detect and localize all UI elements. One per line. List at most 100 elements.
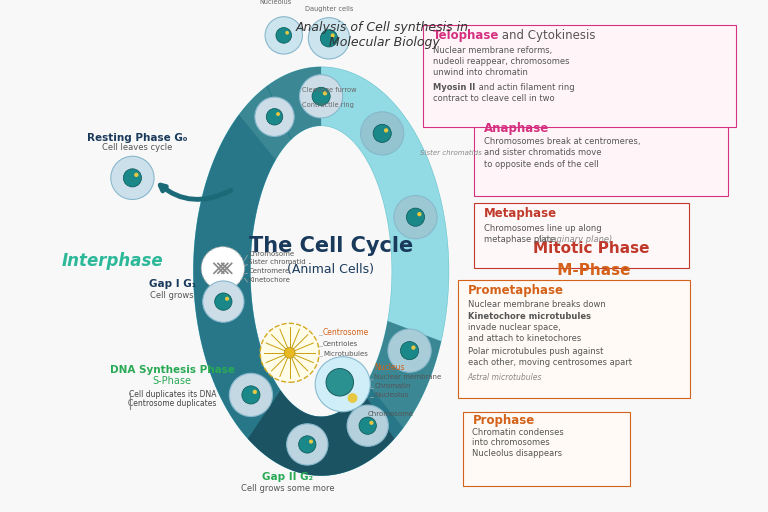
Circle shape: [323, 91, 327, 95]
Text: Kinetochore: Kinetochore: [248, 277, 290, 283]
Text: and sister chromatids move: and sister chromatids move: [485, 148, 602, 157]
Polygon shape: [194, 115, 403, 476]
Text: DNA Synthesis Phase: DNA Synthesis Phase: [110, 365, 235, 375]
Text: Metaphase: Metaphase: [485, 207, 558, 220]
Circle shape: [315, 357, 370, 412]
Text: each other, moving centrosomes apart: each other, moving centrosomes apart: [468, 357, 631, 367]
Text: Polar microtubules push against: Polar microtubules push against: [468, 347, 603, 356]
Text: Microtubules: Microtubules: [323, 351, 368, 357]
Circle shape: [312, 87, 330, 105]
Text: Sister chromatids: Sister chromatids: [419, 150, 482, 156]
Circle shape: [309, 439, 313, 443]
Polygon shape: [248, 390, 395, 476]
Circle shape: [124, 169, 141, 187]
Circle shape: [225, 296, 229, 301]
Text: Interphase: Interphase: [62, 252, 164, 270]
Text: Nuclear membrane: Nuclear membrane: [374, 374, 442, 380]
Text: The Cell Cycle: The Cell Cycle: [249, 236, 413, 255]
Text: Myosin II: Myosin II: [433, 83, 475, 92]
Circle shape: [300, 75, 343, 118]
Text: Cell grows some more: Cell grows some more: [241, 484, 334, 493]
Text: Chromatin: Chromatin: [374, 383, 411, 389]
Circle shape: [242, 386, 260, 404]
Circle shape: [253, 390, 257, 394]
Text: Centrosome duplicates: Centrosome duplicates: [128, 399, 217, 408]
Text: and Cytokinesis: and Cytokinesis: [498, 29, 595, 42]
Circle shape: [215, 293, 232, 310]
Text: Analysis of Cell synthesis in 
Molecular Biology: Analysis of Cell synthesis in Molecular …: [296, 20, 472, 49]
Text: Centrioles: Centrioles: [323, 341, 359, 347]
Circle shape: [406, 208, 425, 226]
FancyBboxPatch shape: [475, 203, 689, 268]
FancyBboxPatch shape: [462, 412, 630, 486]
Circle shape: [134, 173, 138, 177]
Text: Chromosomes break at centromeres,: Chromosomes break at centromeres,: [485, 137, 641, 146]
Text: to opposite ends of the cell: to opposite ends of the cell: [485, 160, 599, 169]
Polygon shape: [194, 67, 441, 476]
Text: Nucleus: Nucleus: [374, 362, 405, 372]
Text: Contractile ring: Contractile ring: [302, 102, 354, 108]
Text: Cell leaves cycle: Cell leaves cycle: [102, 143, 173, 153]
Text: Astral microtubules: Astral microtubules: [468, 373, 542, 382]
Text: Nucleolus: Nucleolus: [260, 0, 292, 5]
Circle shape: [299, 436, 316, 453]
Circle shape: [347, 405, 389, 446]
Circle shape: [369, 421, 373, 425]
Text: Mitotic Phase: Mitotic Phase: [533, 241, 650, 256]
Text: Chromosomes line up along: Chromosomes line up along: [485, 224, 602, 233]
Text: Centromere: Centromere: [248, 268, 290, 274]
Circle shape: [284, 348, 295, 358]
Circle shape: [400, 342, 419, 360]
Circle shape: [265, 17, 303, 54]
Text: metaphase plate: metaphase plate: [485, 235, 555, 244]
FancyBboxPatch shape: [423, 25, 736, 127]
Text: Daughter cells: Daughter cells: [306, 6, 354, 12]
Circle shape: [330, 33, 335, 37]
Text: and actin filament ring: and actin filament ring: [476, 83, 575, 92]
Text: Cell grows: Cell grows: [151, 291, 194, 300]
Text: Gap II G₂: Gap II G₂: [262, 472, 313, 482]
Text: M-Phase: M-Phase: [552, 263, 631, 278]
Text: Cleavage furrow: Cleavage furrow: [302, 87, 356, 93]
Text: Sister chromatid: Sister chromatid: [248, 260, 306, 265]
Circle shape: [286, 424, 328, 465]
Circle shape: [111, 156, 154, 200]
FancyBboxPatch shape: [458, 280, 690, 398]
FancyBboxPatch shape: [475, 117, 728, 196]
Circle shape: [276, 28, 292, 43]
Text: nudeoli reappear, chromosomes: nudeoli reappear, chromosomes: [433, 57, 570, 66]
Circle shape: [285, 31, 289, 35]
Text: Chromatin condenses: Chromatin condenses: [472, 429, 564, 437]
Circle shape: [203, 281, 244, 322]
Text: Anaphase: Anaphase: [485, 122, 549, 135]
Circle shape: [373, 124, 391, 142]
Polygon shape: [194, 67, 449, 476]
Text: Chromosome: Chromosome: [248, 250, 294, 257]
Circle shape: [359, 417, 376, 434]
Text: Nuclear membrane breaks down: Nuclear membrane breaks down: [468, 300, 605, 309]
Circle shape: [201, 247, 244, 290]
Text: contract to cleave cell in two: contract to cleave cell in two: [433, 94, 554, 103]
Text: Gap I G₁: Gap I G₁: [149, 279, 196, 289]
Text: Chromosome: Chromosome: [367, 411, 413, 417]
Circle shape: [417, 212, 422, 216]
Text: (Animal Cells): (Animal Cells): [287, 263, 375, 276]
Circle shape: [255, 97, 294, 136]
Circle shape: [260, 323, 319, 382]
Circle shape: [394, 196, 437, 239]
Text: Nuclear membrane reforms,: Nuclear membrane reforms,: [433, 46, 552, 55]
Circle shape: [276, 112, 280, 116]
Text: Kinetochore microtubules: Kinetochore microtubules: [468, 312, 591, 322]
Text: Prometaphase: Prometaphase: [468, 284, 564, 297]
Circle shape: [384, 128, 389, 133]
Circle shape: [266, 109, 283, 125]
Text: S-Phase: S-Phase: [153, 376, 192, 386]
Circle shape: [361, 112, 404, 155]
Circle shape: [348, 393, 357, 403]
Text: Centrosome: Centrosome: [323, 328, 369, 337]
Circle shape: [388, 329, 431, 372]
Circle shape: [326, 369, 353, 396]
Text: Cell duplicates its DNA: Cell duplicates its DNA: [128, 390, 216, 399]
Text: unwind into chromatin: unwind into chromatin: [433, 68, 528, 77]
Text: into chromosomes: into chromosomes: [472, 438, 550, 447]
